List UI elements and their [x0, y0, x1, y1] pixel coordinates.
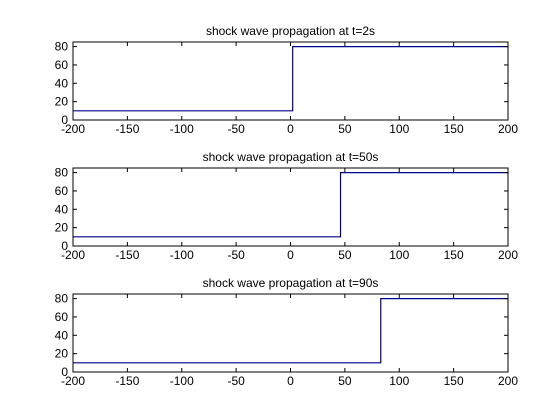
- y-tick-label: 0: [61, 113, 68, 127]
- x-tick-label: -100: [170, 248, 194, 262]
- x-tick-label: -100: [170, 374, 194, 388]
- subplot-2: shock wave propagation at t=50s -200 -150…: [55, 150, 519, 262]
- y-tick-label: 20: [55, 95, 69, 109]
- x-tick-label: -100: [170, 122, 194, 136]
- subplot-title: shock wave propagation at t=90s: [203, 276, 379, 290]
- x-tick-label: 100: [389, 248, 409, 262]
- subplot-3: shock wave propagation at t=90s -200 -150…: [55, 276, 519, 388]
- x-tick-label: 150: [444, 248, 464, 262]
- x-tick-label: 50: [338, 374, 352, 388]
- x-tick-label: -50: [227, 248, 245, 262]
- x-tick-label: -200: [61, 374, 85, 388]
- x-tick-label: -200: [61, 248, 85, 262]
- x-tick-label: -200: [61, 122, 85, 136]
- series-line: [73, 171, 508, 238]
- y-tick-label: 0: [61, 365, 68, 379]
- axes-frame: [72, 293, 509, 373]
- series-line: [73, 45, 508, 112]
- axes-frame: [72, 41, 509, 121]
- y-tick-label: 80: [55, 40, 69, 54]
- x-tick-label: 150: [444, 374, 464, 388]
- y-tick-label: 80: [55, 166, 69, 180]
- x-tick-label: 200: [498, 374, 518, 388]
- x-tick-label: -150: [115, 122, 139, 136]
- x-tick-label: 100: [389, 374, 409, 388]
- series-line: [73, 297, 508, 364]
- x-tick-label: 50: [338, 248, 352, 262]
- y-tick-label: 40: [55, 328, 69, 342]
- x-tick-label: 50: [338, 122, 352, 136]
- x-tick-label: -150: [115, 248, 139, 262]
- axes-frame: [72, 167, 509, 247]
- y-tick-label: 80: [55, 292, 69, 306]
- x-tick-label: 200: [498, 248, 518, 262]
- y-tick-label: 60: [55, 184, 69, 198]
- subplot-title: shock wave propagation at t=2s: [206, 24, 375, 38]
- x-tick-label: 150: [444, 122, 464, 136]
- x-tick-label: 200: [498, 122, 518, 136]
- x-tick-label: 0: [287, 374, 294, 388]
- x-tick-label: -50: [227, 374, 245, 388]
- x-tick-label: 0: [287, 122, 294, 136]
- subplot-title: shock wave propagation at t=50s: [203, 150, 379, 164]
- y-tick-label: 0: [61, 239, 68, 253]
- x-tick-label: -50: [227, 122, 245, 136]
- x-tick-label: 100: [389, 122, 409, 136]
- y-tick-label: 60: [55, 310, 69, 324]
- x-tick-label: 0: [287, 248, 294, 262]
- y-tick-label: 20: [55, 221, 69, 235]
- y-tick-label: 40: [55, 202, 69, 216]
- y-tick-label: 20: [55, 347, 69, 361]
- subplot-1: shock wave propagation at t=2s -200 -150 -…: [55, 24, 519, 136]
- y-tick-label: 40: [55, 76, 69, 90]
- y-tick-label: 60: [55, 58, 69, 72]
- x-tick-label: -150: [115, 374, 139, 388]
